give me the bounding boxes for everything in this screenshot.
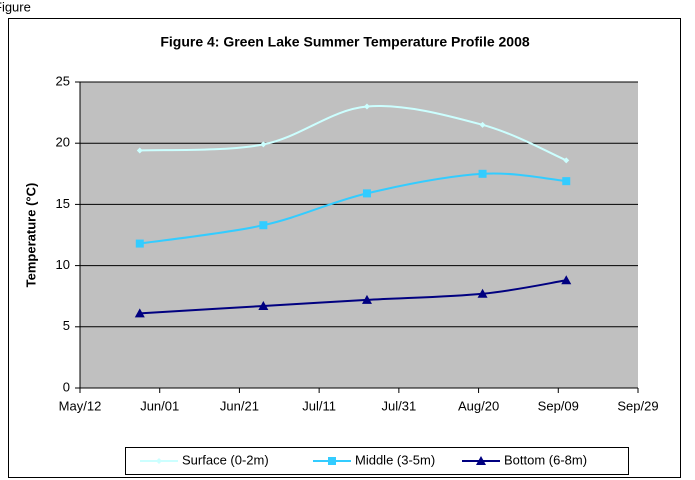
data-point: [136, 147, 143, 154]
x-tick-label: Jul/31: [382, 398, 417, 413]
data-point: [477, 288, 488, 298]
x-tick-label: Jul/11: [302, 398, 336, 413]
caption: Figure: [0, 0, 31, 14]
data-point: [258, 300, 269, 310]
x-tick-label: Aug/20: [458, 398, 499, 413]
x-tick-label: May/12: [59, 398, 102, 413]
chart-title: Figure 4: Green Lake Summer Temperature …: [160, 34, 530, 50]
legend-label: Surface (0-2m): [182, 452, 269, 467]
x-tick-label: Sep/29: [617, 398, 658, 413]
data-point: [259, 221, 268, 230]
data-point: [361, 294, 372, 304]
data-point: [362, 189, 371, 198]
y-axis-label: Temperature (°C): [23, 183, 38, 288]
y-tick-label: 0: [63, 379, 70, 394]
data-point: [561, 275, 572, 285]
data-point: [562, 177, 571, 186]
data-point: [363, 103, 370, 110]
x-tick-label: Sep/09: [538, 398, 579, 413]
legend-box: [125, 447, 629, 475]
legend-marker: [476, 456, 486, 465]
data-point: [478, 169, 487, 178]
x-tick-label: Jun/21: [220, 398, 259, 413]
legend-label: Bottom (6-8m): [504, 452, 587, 467]
data-point: [479, 121, 486, 128]
data-point: [135, 239, 144, 248]
plot-area: [80, 82, 638, 388]
data-point: [134, 308, 145, 318]
legend-marker: [156, 458, 162, 464]
legend-label: Middle (3-5m): [355, 452, 435, 467]
data-point: [563, 157, 570, 164]
y-tick-label: 5: [63, 318, 70, 333]
y-tick-label: 15: [56, 196, 70, 211]
legend-marker: [328, 457, 336, 465]
x-tick-label: Jun/01: [140, 398, 179, 413]
y-tick-label: 10: [56, 257, 70, 272]
data-point: [260, 141, 267, 148]
y-tick-label: 20: [56, 135, 70, 150]
y-tick-label: 25: [56, 73, 70, 88]
